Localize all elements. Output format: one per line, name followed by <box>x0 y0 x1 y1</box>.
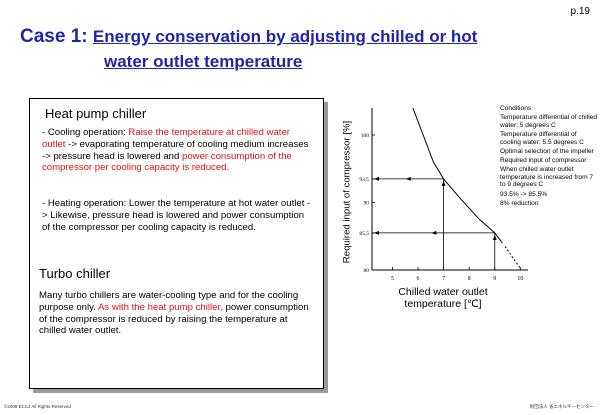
guide-arrow-left <box>374 230 379 235</box>
condition-item: Temperature differential of cooling wate… <box>500 131 584 146</box>
x-axis-label-line-2: temperature [℃] <box>404 298 482 310</box>
guide-arrow-up <box>441 180 446 186</box>
conditions-list: Conditions Temperature differential of c… <box>500 105 598 209</box>
condition-item: When chilled water outlet temperature is… <box>500 166 594 189</box>
title-case-label: Case 1: <box>20 26 88 47</box>
turbo-heading: Turbo chiller <box>39 266 111 281</box>
x-tick-label: 6 <box>417 276 420 282</box>
condition-item: Temperature differential of chilled wate… <box>500 114 598 129</box>
turbo-text-1: Many turbo chillers are water-cooling ty… <box>39 290 299 313</box>
guide-arrow-up <box>492 234 497 240</box>
condition-item: 93.5% -> 85.5% <box>500 190 548 198</box>
x-tick-label: 7 <box>442 276 445 282</box>
copyright-text: ©2008 ECCJ All Rights Reserved <box>4 404 71 409</box>
cooling-mid: -> evaporating temperature of cooling me… <box>42 138 309 162</box>
condition-item: 8% reduction <box>500 200 539 208</box>
turbo-paragraph: Many turbo chillers are water-cooling ty… <box>39 290 311 337</box>
heat-pump-heading: Heat pump chiller <box>45 106 147 121</box>
cooling-red-2: power consumption of the compressor per … <box>42 150 292 174</box>
x-tick-label: 5 <box>391 276 394 282</box>
turbo-red: As with the heat pump chiller, <box>98 301 223 313</box>
compressor-input-chart: 5 6 7 8 9 10 80 85.5 90 93.5 100 <box>359 107 528 282</box>
guide-arrow-mid <box>405 176 411 181</box>
y-tick-label: 85.5 <box>359 231 369 237</box>
x-tick-label: 10 <box>517 276 523 282</box>
guide-arrow-mid <box>431 230 437 235</box>
plot-area: 5 6 7 8 9 10 80 85.5 90 93.5 100 <box>359 107 528 282</box>
title-line-2: water outlet temperature <box>104 52 303 71</box>
heating-operation-bullet: - Heating operation: Lower the temperatu… <box>42 198 311 233</box>
x-axis-label-line-1: Chilled water outlet <box>398 286 488 298</box>
y-tick-label: 93.5 <box>359 177 369 183</box>
page-number: p.19 <box>570 6 590 17</box>
title-line-1: Energy conservation by adjusting chilled… <box>92 27 478 46</box>
condition-item: Required input of compressor <box>500 157 587 165</box>
organization-name: 財団法人 省エネルギーセンター <box>529 404 594 409</box>
page-title: Case 1: Energy conservation by adjusting… <box>20 26 477 48</box>
conditions-heading: Conditions <box>500 105 532 112</box>
text-panel: Heat pump chiller - Cooling operation: R… <box>29 98 324 389</box>
guide-arrow-left <box>374 176 379 181</box>
condition-item: Optimal selection of the impeller <box>500 147 594 155</box>
curve-dashed-extension <box>504 246 521 269</box>
turbo-text-2: power consumption of the compressor is r… <box>39 301 309 337</box>
cooling-red-1: Raise the temperature at chilled water o… <box>42 127 290 150</box>
y-tick-label: 80 <box>364 268 370 274</box>
compressor-input-curve <box>412 107 503 244</box>
y-tick-label: 90 <box>364 201 370 207</box>
x-tick-label: 9 <box>493 276 496 282</box>
x-axis-label: Chilled water outlet temperature [℃] <box>388 286 498 310</box>
cooling-operation-bullet: - Cooling operation: Raise the temperatu… <box>42 127 314 174</box>
cooling-prefix: - Cooling operation: <box>42 127 129 138</box>
x-tick-label: 8 <box>468 276 471 282</box>
y-tick-label: 100 <box>361 133 370 139</box>
